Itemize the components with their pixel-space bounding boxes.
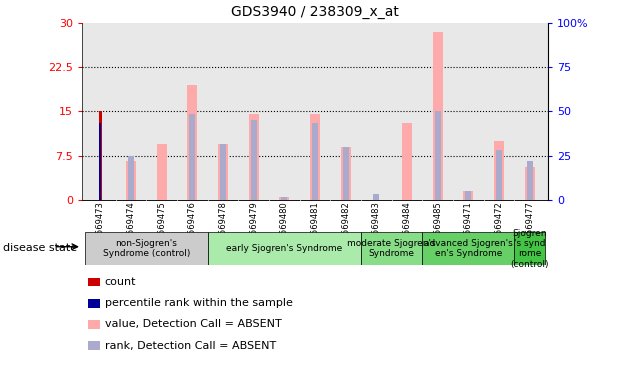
Bar (310, 114, 320, 200)
Bar (527, 161, 533, 200)
Text: GSM569484: GSM569484 (403, 201, 411, 252)
Bar (251, 120, 257, 200)
Bar (220, 144, 226, 200)
Text: percentile rank within the sample: percentile rank within the sample (105, 298, 292, 308)
Bar (218, 144, 228, 200)
Text: early Sjogren's Syndrome: early Sjogren's Syndrome (226, 244, 343, 253)
Bar (496, 150, 502, 200)
Bar (464, 191, 473, 200)
Bar (343, 147, 349, 200)
Bar (373, 194, 379, 200)
Bar (128, 156, 134, 200)
Bar (361, 232, 422, 265)
Bar (435, 111, 441, 200)
Bar (249, 114, 258, 200)
Bar (157, 144, 166, 200)
Bar (187, 85, 197, 200)
Bar (466, 191, 471, 200)
Text: moderate Sjogren's
Syndrome: moderate Sjogren's Syndrome (347, 239, 436, 258)
Text: count: count (105, 277, 136, 287)
Text: GSM569476: GSM569476 (188, 201, 197, 252)
Bar (126, 161, 136, 200)
Text: GSM569483: GSM569483 (372, 201, 381, 252)
Text: GSM569482: GSM569482 (341, 201, 350, 252)
Bar (494, 141, 504, 200)
Bar (312, 123, 318, 200)
Text: GSM569473: GSM569473 (96, 201, 105, 252)
Text: GSM569479: GSM569479 (249, 201, 258, 252)
Bar (208, 232, 361, 265)
Text: GSM569472: GSM569472 (495, 201, 503, 252)
Bar (100, 123, 101, 200)
Text: non-Sjogren's
Syndrome (control): non-Sjogren's Syndrome (control) (103, 239, 190, 258)
Text: value, Detection Call = ABSENT: value, Detection Call = ABSENT (105, 319, 282, 329)
Bar (514, 232, 545, 265)
Title: GDS3940 / 238309_x_at: GDS3940 / 238309_x_at (231, 5, 399, 19)
Text: GSM569474: GSM569474 (127, 201, 135, 252)
Text: advanced Sjogren's
en's Syndrome: advanced Sjogren's en's Syndrome (424, 239, 513, 258)
Text: GSM569477: GSM569477 (525, 201, 534, 252)
Bar (433, 32, 443, 200)
Bar (341, 147, 350, 200)
Text: GSM569480: GSM569480 (280, 201, 289, 252)
Bar (402, 123, 412, 200)
Bar (99, 111, 102, 200)
Bar (281, 197, 287, 200)
Text: GSM569481: GSM569481 (311, 201, 319, 252)
Bar (422, 232, 514, 265)
Text: disease state: disease state (3, 243, 77, 253)
Bar (189, 114, 195, 200)
Bar (525, 167, 535, 200)
Text: rank, Detection Call = ABSENT: rank, Detection Call = ABSENT (105, 341, 276, 351)
Text: GSM569478: GSM569478 (219, 201, 227, 252)
Text: Sjogren
's synd
rome
(control): Sjogren 's synd rome (control) (510, 228, 549, 269)
Text: GSM569485: GSM569485 (433, 201, 442, 252)
Bar (85, 232, 208, 265)
Bar (280, 197, 289, 200)
Text: GSM569475: GSM569475 (157, 201, 166, 252)
Text: GSM569471: GSM569471 (464, 201, 473, 252)
